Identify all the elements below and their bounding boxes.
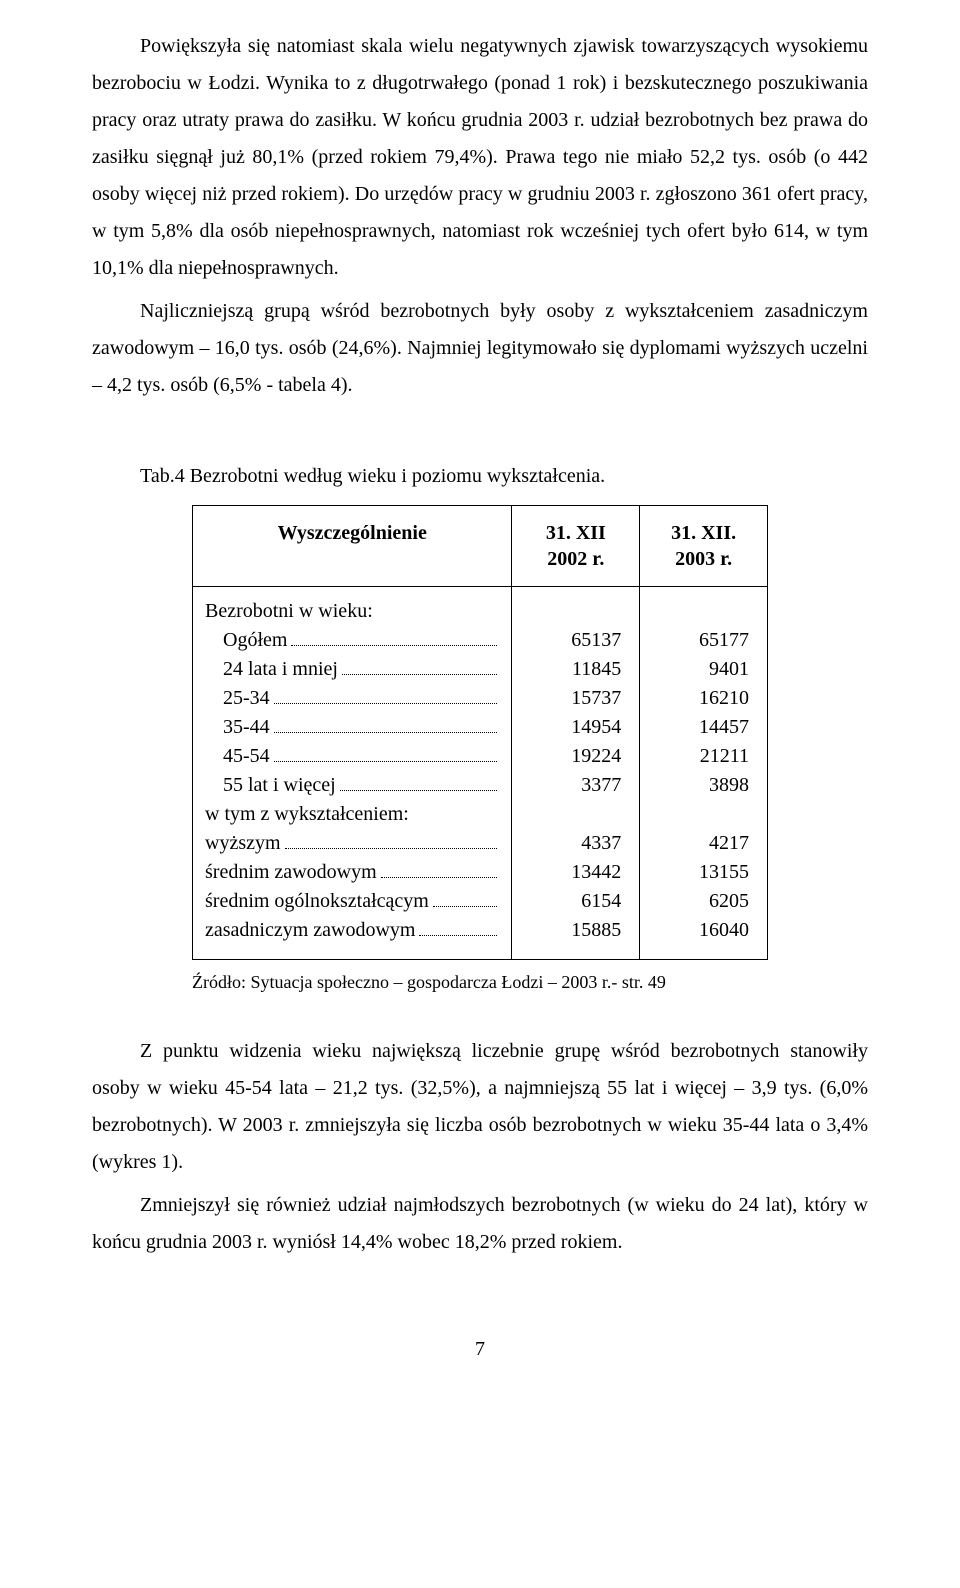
row-label: 55 lat i więcej: [205, 771, 336, 800]
table-row: średnim ogólnokształcącym: [205, 887, 501, 916]
spacer: [92, 410, 868, 430]
table-source: Źródło: Sytuacja społeczno – gospodarcza…: [192, 966, 868, 999]
values-col-1: 65137 11845 15737 14954 19224 3377 4337 …: [512, 587, 640, 960]
row-label: 35-44: [205, 713, 270, 742]
row-label: w tym z wykształceniem:: [205, 800, 409, 829]
leader-dots: [274, 714, 498, 733]
table-row: zasadniczym zawodowym: [205, 916, 501, 945]
table-row: 24 lata i mniej: [205, 655, 501, 684]
leader-dots: [285, 830, 498, 849]
table-wrap: Wyszczególnienie 31. XII 2002 r. 31. XII…: [192, 505, 768, 960]
row-label: zasadniczym zawodowym: [205, 916, 415, 945]
paragraph-after-2: Zmniejszył się również udział najmłodszy…: [92, 1187, 868, 1261]
row-label: Bezrobotni w wieku:: [205, 597, 373, 626]
th-col-2-line2: 2003 r.: [675, 548, 732, 570]
th-col-1: 31. XII 2002 r.: [512, 506, 640, 587]
table-row: 25-34: [205, 684, 501, 713]
th-col-1-line2: 2002 r.: [547, 548, 604, 570]
leader-dots: [433, 888, 498, 907]
leader-dots: [381, 859, 498, 878]
table-row: Bezrobotni w wieku:: [205, 597, 501, 626]
row-label: średnim ogólnokształcącym: [205, 887, 429, 916]
paragraph-1: Powiększyła się natomiast skala wielu ne…: [92, 28, 868, 287]
leader-dots: [340, 772, 498, 791]
table-row: średnim zawodowym: [205, 858, 501, 887]
table-caption: Tab.4 Bezrobotni według wieku i poziomu …: [92, 458, 868, 495]
data-table: Wyszczególnienie 31. XII 2002 r. 31. XII…: [192, 505, 768, 960]
leader-dots: [291, 627, 497, 646]
table-row: w tym z wykształceniem:: [205, 800, 501, 829]
th-col-2-line1: 31. XII.: [671, 522, 736, 544]
table-row: 55 lat i więcej: [205, 771, 501, 800]
table-row: wyższym: [205, 829, 501, 858]
leader-dots: [274, 743, 498, 762]
th-col-1-line1: 31. XII: [546, 522, 606, 544]
th-col-0: Wyszczególnienie: [193, 506, 512, 587]
leader-dots: [419, 917, 497, 936]
row-label: Ogółem: [205, 626, 287, 655]
spacer: [92, 999, 868, 1033]
labels-cell: Bezrobotni w wieku:Ogółem24 lata i mniej…: [193, 587, 512, 960]
row-label: średnim zawodowym: [205, 858, 377, 887]
values-col-2: 65177 9401 16210 14457 21211 3898 4217 1…: [640, 587, 768, 960]
paragraph-after-1: Z punktu widzenia wieku największą licze…: [92, 1033, 868, 1181]
table-body-row: Bezrobotni w wieku:Ogółem24 lata i mniej…: [193, 587, 768, 960]
table-row: Ogółem: [205, 626, 501, 655]
row-label: wyższym: [205, 829, 281, 858]
leader-dots: [342, 656, 497, 675]
row-label: 24 lata i mniej: [205, 655, 338, 684]
th-col-2: 31. XII. 2003 r.: [640, 506, 768, 587]
row-label: 25-34: [205, 684, 270, 713]
row-label: 45-54: [205, 742, 270, 771]
table-row: 45-54: [205, 742, 501, 771]
table-row: 35-44: [205, 713, 501, 742]
paragraph-2: Najliczniejszą grupą wśród bezrobotnych …: [92, 293, 868, 404]
page-number: 7: [92, 1331, 868, 1368]
table-header-row: Wyszczególnienie 31. XII 2002 r. 31. XII…: [193, 506, 768, 587]
leader-dots: [274, 685, 498, 704]
